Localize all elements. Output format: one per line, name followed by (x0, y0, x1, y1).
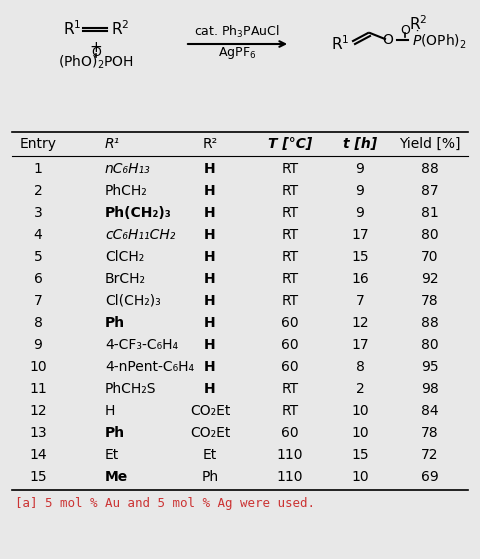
Text: 60: 60 (281, 360, 299, 374)
Text: 6: 6 (34, 272, 42, 286)
Text: R¹: R¹ (105, 137, 120, 151)
Text: 60: 60 (281, 426, 299, 440)
Text: 95: 95 (421, 360, 439, 374)
Text: cat. Ph$_3$PAuCl: cat. Ph$_3$PAuCl (194, 24, 280, 40)
Text: H: H (204, 206, 216, 220)
Text: Me: Me (105, 470, 128, 484)
Text: 4: 4 (34, 228, 42, 242)
Text: RT: RT (281, 404, 299, 418)
Text: 17: 17 (351, 338, 369, 352)
Text: RT: RT (281, 250, 299, 264)
Text: 5: 5 (34, 250, 42, 264)
Text: H: H (204, 294, 216, 308)
Text: Yield [%]: Yield [%] (399, 137, 461, 151)
Text: Et: Et (105, 448, 119, 462)
Text: 10: 10 (351, 426, 369, 440)
Text: Ph: Ph (202, 470, 218, 484)
Text: T [°C]: T [°C] (268, 137, 312, 151)
Text: cC₆H₁₁CH₂: cC₆H₁₁CH₂ (105, 228, 175, 242)
Text: H: H (204, 382, 216, 396)
Text: RT: RT (281, 206, 299, 220)
Text: $\dot{P}$(OPh)$_2$: $\dot{P}$(OPh)$_2$ (412, 30, 467, 50)
Text: H: H (204, 162, 216, 176)
Text: 10: 10 (351, 404, 369, 418)
Text: BrCH₂: BrCH₂ (105, 272, 146, 286)
Text: Entry: Entry (20, 137, 57, 151)
Text: 9: 9 (356, 162, 364, 176)
Text: 60: 60 (281, 316, 299, 330)
Text: RT: RT (281, 272, 299, 286)
Text: 80: 80 (421, 338, 439, 352)
Text: 2: 2 (356, 382, 364, 396)
Text: Et: Et (203, 448, 217, 462)
Text: H: H (105, 404, 115, 418)
Text: H: H (204, 338, 216, 352)
Text: 9: 9 (34, 338, 42, 352)
Text: (PhO)$_2$POH: (PhO)$_2$POH (58, 53, 134, 70)
Text: Ph: Ph (105, 426, 125, 440)
Text: 11: 11 (29, 382, 47, 396)
Text: 72: 72 (421, 448, 439, 462)
Text: H: H (204, 184, 216, 198)
Text: nC₆H₁₃: nC₆H₁₃ (105, 162, 151, 176)
Text: 15: 15 (351, 448, 369, 462)
Text: ClCH₂: ClCH₂ (105, 250, 144, 264)
Text: R²: R² (203, 137, 217, 151)
Text: 84: 84 (421, 404, 439, 418)
Text: O: O (91, 45, 101, 59)
Text: PhCH₂S: PhCH₂S (105, 382, 156, 396)
Text: 78: 78 (421, 426, 439, 440)
Text: 110: 110 (277, 470, 303, 484)
Text: 98: 98 (421, 382, 439, 396)
Text: R$^2$: R$^2$ (409, 15, 427, 34)
Text: 88: 88 (421, 162, 439, 176)
Text: 4-CF₃-C₆H₄: 4-CF₃-C₆H₄ (105, 338, 178, 352)
Text: 9: 9 (356, 206, 364, 220)
Text: H: H (204, 272, 216, 286)
Text: +: + (90, 40, 102, 54)
Text: 81: 81 (421, 206, 439, 220)
Text: 7: 7 (34, 294, 42, 308)
Text: 88: 88 (421, 316, 439, 330)
Text: R$^1$: R$^1$ (331, 35, 349, 53)
Text: 17: 17 (351, 228, 369, 242)
Text: CO₂Et: CO₂Et (190, 404, 230, 418)
Text: 9: 9 (356, 184, 364, 198)
Text: H: H (204, 250, 216, 264)
Text: H: H (204, 360, 216, 374)
Text: 12: 12 (29, 404, 47, 418)
Text: 10: 10 (351, 470, 369, 484)
Text: 2: 2 (34, 184, 42, 198)
Text: Ph: Ph (105, 316, 125, 330)
Text: 60: 60 (281, 338, 299, 352)
Text: 12: 12 (351, 316, 369, 330)
Text: R$^2$: R$^2$ (111, 20, 129, 39)
Text: 15: 15 (351, 250, 369, 264)
Text: 1: 1 (34, 162, 42, 176)
Text: Cl(CH₂)₃: Cl(CH₂)₃ (105, 294, 161, 308)
Text: H: H (204, 316, 216, 330)
Text: PhCH₂: PhCH₂ (105, 184, 148, 198)
Text: RT: RT (281, 228, 299, 242)
Text: 78: 78 (421, 294, 439, 308)
Text: 8: 8 (34, 316, 42, 330)
Text: RT: RT (281, 162, 299, 176)
Text: Ph(CH₂)₃: Ph(CH₂)₃ (105, 206, 172, 220)
Text: [a] 5 mol % Au and 5 mol % Ag were used.: [a] 5 mol % Au and 5 mol % Ag were used. (15, 498, 315, 510)
Text: 80: 80 (421, 228, 439, 242)
Text: RT: RT (281, 184, 299, 198)
Text: O: O (383, 33, 394, 47)
Text: 7: 7 (356, 294, 364, 308)
Text: 3: 3 (34, 206, 42, 220)
Text: O: O (400, 25, 410, 37)
Text: RT: RT (281, 382, 299, 396)
Text: t [h]: t [h] (343, 137, 377, 151)
Text: 13: 13 (29, 426, 47, 440)
Text: 69: 69 (421, 470, 439, 484)
Text: AgPF$_6$: AgPF$_6$ (218, 45, 256, 61)
Text: 14: 14 (29, 448, 47, 462)
Text: 110: 110 (277, 448, 303, 462)
Text: 4-nPent-C₆H₄: 4-nPent-C₆H₄ (105, 360, 194, 374)
Text: 16: 16 (351, 272, 369, 286)
